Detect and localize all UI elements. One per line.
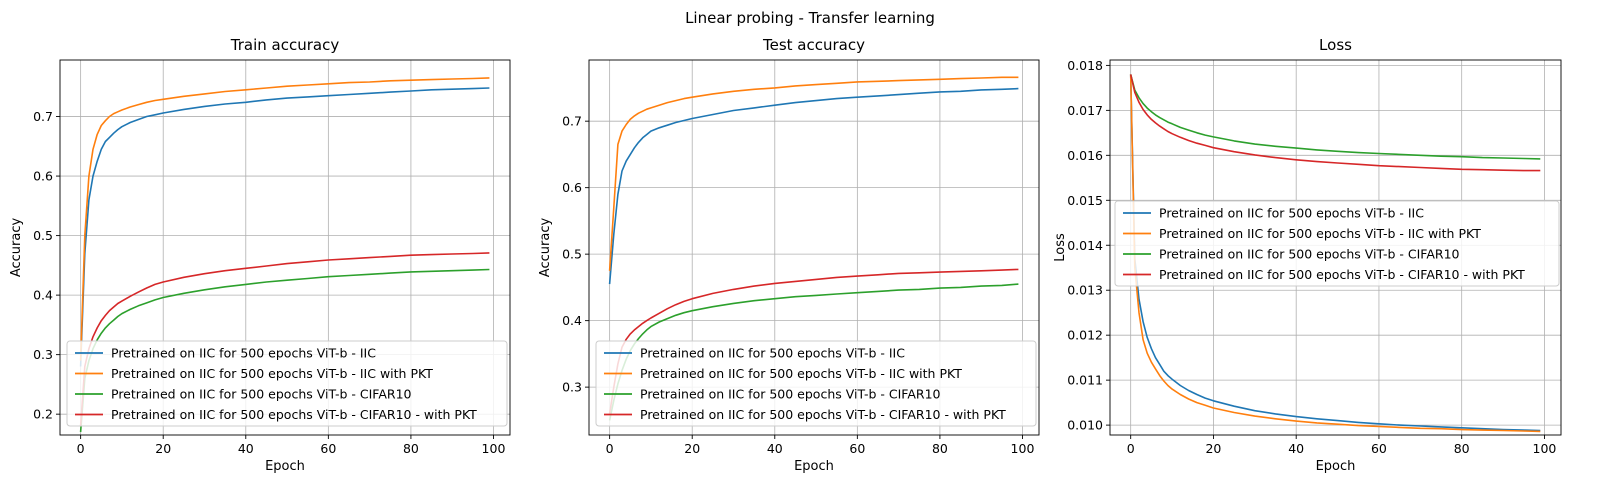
y-tick-label: 0.012 <box>1067 328 1103 343</box>
axes-frame <box>59 59 511 436</box>
x-tick-label: 100 <box>1011 441 1035 456</box>
x-tick-label: 40 <box>767 441 783 456</box>
x-tick-label: 20 <box>684 441 700 456</box>
series-line-4 <box>608 268 1019 414</box>
y-tick-label: 0.3 <box>562 380 582 395</box>
y-tick-label: 0.4 <box>33 288 53 303</box>
legend-box <box>595 340 1037 427</box>
x-tick-label: 100 <box>482 441 506 456</box>
y-tick-label: 0.3 <box>33 347 53 362</box>
chart-panel-1: 0 20 40 60 80 100 0.2 0.3 0.4 0.5 0.6 0.7 Train accu… <box>9 36 511 474</box>
legend-entry-3: Pretrained on IIC for 500 epochs ViT-b -… <box>640 387 941 402</box>
x-tick-label: 0 <box>1127 441 1135 456</box>
x-tick-label: 20 <box>1205 441 1221 456</box>
axes-frame <box>1109 59 1562 436</box>
panels: 0 20 40 60 80 100 0.2 0.3 0.4 0.5 0.6 0.7 Train accu… <box>9 36 1562 474</box>
y-tick-label: 0.5 <box>562 247 582 262</box>
y-tick-label: 0.7 <box>562 114 582 129</box>
chart-panel-2: 0 20 40 60 80 100 0.3 0.4 0.5 0.6 0.7 Test accuracy… <box>538 36 1040 474</box>
x-tick-label: 80 <box>932 441 948 456</box>
y-axis-label: Loss <box>1053 233 1068 262</box>
legend-entry-2: Pretrained on IIC for 500 epochs ViT-b -… <box>640 366 962 381</box>
y-tick-label: 0.013 <box>1067 283 1103 298</box>
y-tick-label: 0.018 <box>1067 58 1103 73</box>
legend: Pretrained on IIC for 500 epochs ViT-b -… <box>595 340 1037 427</box>
panel-title: Train accuracy <box>230 36 340 54</box>
legend: Pretrained on IIC for 500 epochs ViT-b -… <box>66 340 508 427</box>
series-line-2 <box>79 77 490 361</box>
legend-box <box>1114 200 1560 287</box>
legend-entry-1: Pretrained on IIC for 500 epochs ViT-b -… <box>640 346 905 361</box>
x-tick-label: 40 <box>1288 441 1304 456</box>
y-tick-label: 0.6 <box>562 180 582 195</box>
x-axis-label: Epoch <box>794 459 834 474</box>
legend-entry-4: Pretrained on IIC for 500 epochs ViT-b -… <box>640 407 1006 422</box>
y-tick-label: 0.6 <box>33 169 53 184</box>
panel-title: Loss <box>1319 36 1352 54</box>
series-line-1 <box>79 87 490 367</box>
x-tick-label: 60 <box>849 441 865 456</box>
series-line-3 <box>1129 74 1541 160</box>
y-tick-label: 0.015 <box>1067 193 1103 208</box>
x-tick-label: 100 <box>1533 441 1557 456</box>
x-tick-label: 80 <box>403 441 419 456</box>
y-tick-label: 0.5 <box>33 228 53 243</box>
series-line-4 <box>79 252 490 427</box>
legend-entry-1: Pretrained on IIC for 500 epochs ViT-b -… <box>111 346 376 361</box>
legend-entry-2: Pretrained on IIC for 500 epochs ViT-b -… <box>111 366 433 381</box>
y-tick-label: 0.7 <box>33 109 53 124</box>
x-tick-label: 40 <box>238 441 254 456</box>
x-tick-label: 0 <box>606 441 614 456</box>
legend-entry-4: Pretrained on IIC for 500 epochs ViT-b -… <box>1159 267 1525 282</box>
x-tick-label: 20 <box>155 441 171 456</box>
y-tick-label: 0.2 <box>33 407 53 422</box>
y-tick-label: 0.016 <box>1067 148 1103 163</box>
y-tick-label: 0.014 <box>1067 238 1103 253</box>
y-tick-label: 0.011 <box>1067 373 1103 388</box>
legend: Pretrained on IIC for 500 epochs ViT-b -… <box>1114 200 1560 287</box>
figure-title: Linear probing - Transfer learning <box>685 9 935 27</box>
legend-entry-3: Pretrained on IIC for 500 epochs ViT-b -… <box>111 387 412 402</box>
panel-title: Test accuracy <box>762 36 865 54</box>
axes-frame <box>588 59 1040 436</box>
x-axis-label: Epoch <box>1316 459 1356 474</box>
legend-entry-4: Pretrained on IIC for 500 epochs ViT-b -… <box>111 407 477 422</box>
y-axis-label: Accuracy <box>538 218 553 278</box>
x-tick-label: 80 <box>1454 441 1470 456</box>
legend-entry-2: Pretrained on IIC for 500 epochs ViT-b -… <box>1159 226 1481 241</box>
x-tick-label: 0 <box>77 441 85 456</box>
series-line-3 <box>79 268 490 433</box>
y-axis-label: Accuracy <box>9 218 24 278</box>
x-tick-label: 60 <box>320 441 336 456</box>
legend-entry-1: Pretrained on IIC for 500 epochs ViT-b -… <box>1159 206 1424 221</box>
series-line-2 <box>608 76 1019 271</box>
chart-panel-3: 0 20 40 60 80 100 0.010 0.011 0.012 0.013 0.014 0.0… <box>1053 36 1562 474</box>
legend-entry-3: Pretrained on IIC for 500 epochs ViT-b -… <box>1159 247 1460 262</box>
y-tick-label: 0.017 <box>1067 103 1103 118</box>
series-line-4 <box>1129 74 1541 172</box>
x-axis-label: Epoch <box>265 459 305 474</box>
series-line-1 <box>608 87 1019 285</box>
y-tick-label: 0.010 <box>1067 418 1103 433</box>
y-tick-label: 0.4 <box>562 313 582 328</box>
series-line-1 <box>1129 74 1541 432</box>
legend-box <box>66 340 508 427</box>
series-line-2 <box>1129 74 1541 433</box>
x-tick-label: 60 <box>1371 441 1387 456</box>
